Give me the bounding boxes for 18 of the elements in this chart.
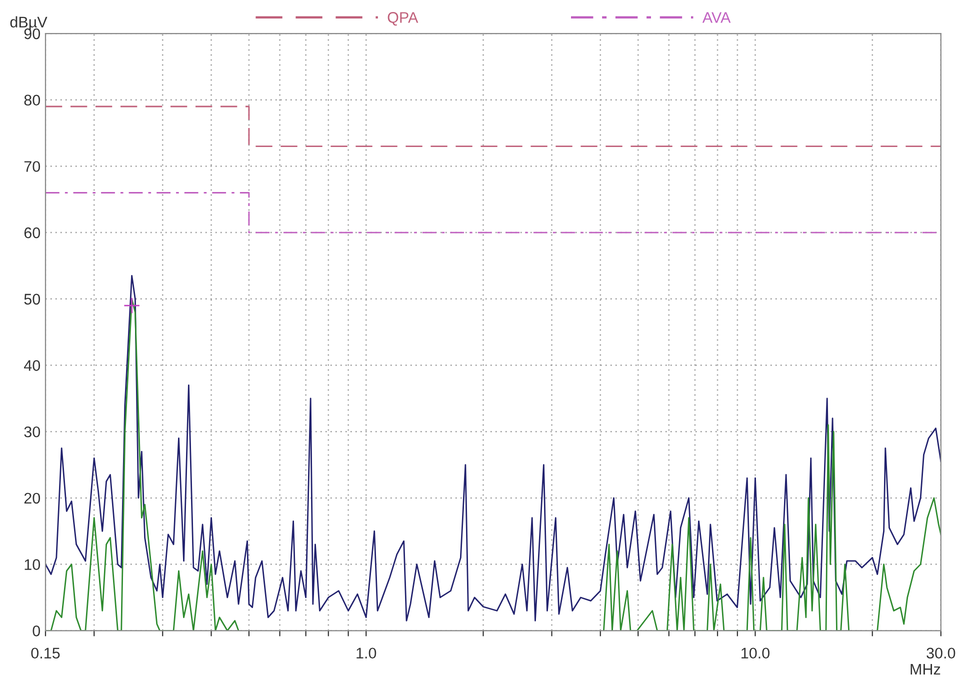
y-tick-label: 20 <box>24 492 40 504</box>
y-tick-label: 30 <box>24 426 40 438</box>
y-tick-label: 70 <box>24 161 40 172</box>
y-tick-label: 90 <box>24 28 40 40</box>
y-tick-label: 10 <box>24 559 40 570</box>
x-tick-label: 30.0 <box>926 648 956 659</box>
y-axis-title: dBµV <box>10 16 48 31</box>
y-tick-label: 80 <box>24 94 40 106</box>
x-tick-label: 1.0 <box>356 648 376 659</box>
y-tick-label: 50 <box>24 294 40 305</box>
x-tick-label: 10.0 <box>742 648 770 659</box>
y-tick-label: 40 <box>24 360 40 371</box>
y-tick-label: 60 <box>24 227 40 238</box>
text: AVA <box>702 12 731 23</box>
x-tick-label: 0.15 <box>31 648 60 659</box>
x-axis-title: MHz <box>910 664 940 675</box>
text: QPA <box>388 12 418 26</box>
y-tick-label: 0 <box>32 626 40 636</box>
